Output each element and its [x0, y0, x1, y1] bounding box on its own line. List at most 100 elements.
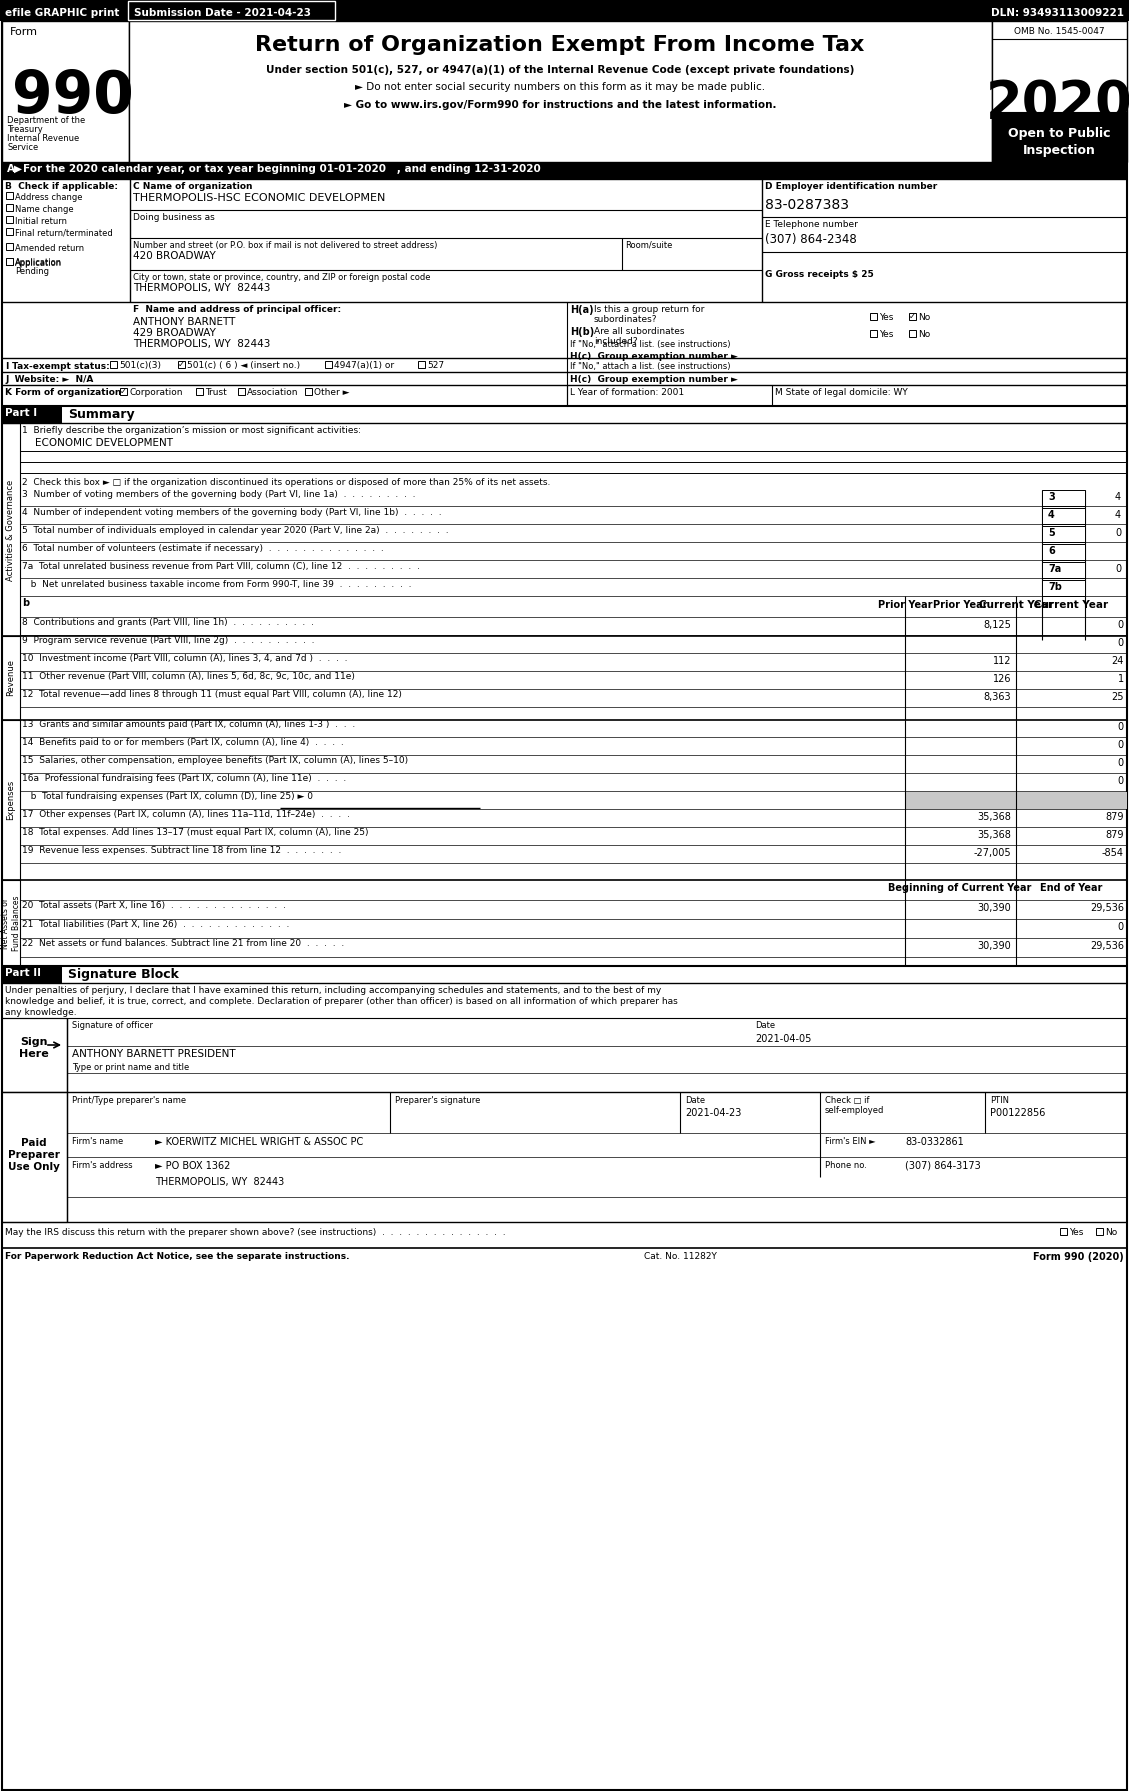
- Text: H(a): H(a): [570, 304, 594, 315]
- Text: 8  Contributions and grants (Part VIII, line 1h)  .  .  .  .  .  .  .  .  .  .: 8 Contributions and grants (Part VIII, l…: [21, 618, 314, 627]
- Text: Initial return: Initial return: [15, 217, 67, 226]
- Bar: [6, 217, 14, 224]
- Bar: [6, 258, 14, 265]
- Bar: [6, 204, 14, 211]
- Text: knowledge and belief, it is true, correct, and complete. Declaration of preparer: knowledge and belief, it is true, correc…: [5, 998, 677, 1007]
- Bar: [992, 113, 1127, 161]
- Text: Firm's EIN ►: Firm's EIN ►: [825, 1137, 876, 1146]
- Text: 25: 25: [1111, 691, 1124, 702]
- Text: Type or print name and title: Type or print name and title: [72, 1064, 190, 1073]
- Text: (307) 864-3173: (307) 864-3173: [905, 1161, 981, 1171]
- Text: Address change: Address change: [15, 193, 82, 202]
- Text: self-employed: self-employed: [825, 1107, 884, 1116]
- Text: b  Net unrelated business taxable income from Form 990-T, line 39  .  .  .  .  .: b Net unrelated business taxable income …: [21, 580, 411, 589]
- Text: 3: 3: [1048, 493, 1054, 501]
- Text: Part I: Part I: [5, 408, 37, 417]
- Text: 112: 112: [992, 656, 1010, 666]
- Text: Firm's name: Firm's name: [72, 1137, 123, 1146]
- Text: Under section 501(c), 527, or 4947(a)(1) of the Internal Revenue Code (except pr: Under section 501(c), 527, or 4947(a)(1)…: [265, 64, 855, 75]
- Text: ANTHONY BARNETT: ANTHONY BARNETT: [133, 317, 235, 328]
- Text: 126: 126: [992, 673, 1010, 684]
- Bar: [6, 258, 14, 265]
- Text: 0: 0: [1118, 638, 1124, 648]
- Bar: [909, 330, 916, 337]
- Bar: [2, 161, 1127, 179]
- Text: Beginning of Current Year: Beginning of Current Year: [889, 883, 1032, 894]
- Text: 0: 0: [1118, 722, 1124, 733]
- Text: 4: 4: [1114, 510, 1121, 519]
- Text: H(c)  Group exemption number ►: H(c) Group exemption number ►: [570, 353, 738, 362]
- Text: Number and street (or P.O. box if mail is not delivered to street address): Number and street (or P.O. box if mail i…: [133, 242, 437, 251]
- Text: PTIN: PTIN: [990, 1096, 1009, 1105]
- Text: Open to Public: Open to Public: [1008, 127, 1110, 140]
- Text: 29,536: 29,536: [1089, 940, 1124, 951]
- Bar: [870, 330, 877, 337]
- Text: -854: -854: [1102, 847, 1124, 858]
- Text: Trust: Trust: [205, 389, 227, 398]
- Text: H(b): H(b): [570, 328, 594, 337]
- Text: Current Year: Current Year: [979, 600, 1053, 611]
- Text: 501(c)(3): 501(c)(3): [119, 362, 161, 371]
- Text: E Telephone number: E Telephone number: [765, 220, 858, 229]
- Text: Association: Association: [247, 389, 298, 398]
- Text: Service: Service: [7, 143, 38, 152]
- Text: ECONOMIC DEVELOPMENT: ECONOMIC DEVELOPMENT: [35, 439, 173, 448]
- Text: subordinates?: subordinates?: [594, 315, 657, 324]
- Bar: [2, 965, 62, 983]
- Text: ► Do not enter social security numbers on this form as it may be made public.: ► Do not enter social security numbers o…: [355, 82, 765, 91]
- Text: 5: 5: [1048, 528, 1054, 537]
- Text: 21  Total liabilities (Part X, line 26)  .  .  .  .  .  .  .  .  .  .  .  .  .: 21 Total liabilities (Part X, line 26) .…: [21, 921, 289, 930]
- Text: 990: 990: [12, 68, 133, 125]
- Text: 83-0332861: 83-0332861: [905, 1137, 964, 1146]
- Text: Under penalties of perjury, I declare that I have examined this return, includin: Under penalties of perjury, I declare th…: [5, 987, 662, 996]
- Bar: [6, 192, 14, 199]
- Text: Summary: Summary: [68, 408, 134, 421]
- Bar: [128, 2, 335, 20]
- Text: A▶: A▶: [7, 165, 23, 174]
- Bar: [1042, 580, 1085, 596]
- Text: Phone no.: Phone no.: [825, 1161, 867, 1170]
- Text: 1: 1: [1118, 673, 1124, 684]
- Text: Activities & Governance: Activities & Governance: [7, 480, 16, 580]
- Text: OMB No. 1545-0047: OMB No. 1545-0047: [1014, 27, 1104, 36]
- Text: For the 2020 calendar year, or tax year beginning 01-01-2020   , and ending 12-3: For the 2020 calendar year, or tax year …: [23, 165, 541, 174]
- Text: 35,368: 35,368: [977, 829, 1010, 840]
- Bar: [196, 389, 203, 396]
- Text: 2021-04-05: 2021-04-05: [755, 1033, 812, 1044]
- Bar: [2, 1017, 67, 1093]
- Text: Is this a group return for: Is this a group return for: [594, 304, 704, 313]
- Text: Form 990 (2020): Form 990 (2020): [1033, 1252, 1124, 1263]
- Text: 6: 6: [1048, 546, 1054, 555]
- Text: 8,125: 8,125: [983, 620, 1010, 630]
- Text: THERMOPOLIS-HSC ECONOMIC DEVELOPMEN: THERMOPOLIS-HSC ECONOMIC DEVELOPMEN: [133, 193, 385, 202]
- Bar: [1042, 491, 1085, 507]
- Text: K Form of organization:: K Form of organization:: [5, 389, 125, 398]
- Text: P00122856: P00122856: [990, 1109, 1045, 1118]
- Text: Department of the: Department of the: [7, 116, 86, 125]
- Text: ► Go to www.irs.gov/Form990 for instructions and the latest information.: ► Go to www.irs.gov/Form990 for instruct…: [343, 100, 777, 109]
- Text: ► PO BOX 1362: ► PO BOX 1362: [155, 1161, 230, 1171]
- Text: ► KOERWITZ MICHEL WRIGHT & ASSOC PC: ► KOERWITZ MICHEL WRIGHT & ASSOC PC: [155, 1137, 364, 1146]
- Text: -27,005: -27,005: [973, 847, 1010, 858]
- Text: G Gross receipts $ 25: G Gross receipts $ 25: [765, 270, 874, 279]
- Bar: [905, 792, 1016, 810]
- Text: 24: 24: [1112, 656, 1124, 666]
- Text: F  Name and address of principal officer:: F Name and address of principal officer:: [133, 304, 341, 313]
- Bar: [909, 313, 916, 321]
- Bar: [1096, 1229, 1103, 1236]
- Text: efile GRAPHIC print: efile GRAPHIC print: [5, 7, 120, 18]
- Bar: [1042, 509, 1085, 525]
- Bar: [1060, 1229, 1067, 1236]
- Text: Sign
Here: Sign Here: [19, 1037, 49, 1058]
- Bar: [1042, 544, 1085, 561]
- Text: 13  Grants and similar amounts paid (Part IX, column (A), lines 1-3 )  .  .  .: 13 Grants and similar amounts paid (Part…: [21, 720, 356, 729]
- Bar: [0, 0, 1129, 21]
- Text: THERMOPOLIS, WY  82443: THERMOPOLIS, WY 82443: [133, 283, 270, 294]
- Text: Corporation: Corporation: [129, 389, 183, 398]
- Text: Cat. No. 11282Y: Cat. No. 11282Y: [644, 1252, 717, 1261]
- Bar: [2, 1093, 67, 1221]
- Text: Doing business as: Doing business as: [133, 213, 215, 222]
- Text: No: No: [918, 330, 930, 338]
- Text: THERMOPOLIS, WY  82443: THERMOPOLIS, WY 82443: [133, 338, 270, 349]
- Text: b  Total fundraising expenses (Part IX, column (D), line 25) ► 0: b Total fundraising expenses (Part IX, c…: [21, 792, 313, 801]
